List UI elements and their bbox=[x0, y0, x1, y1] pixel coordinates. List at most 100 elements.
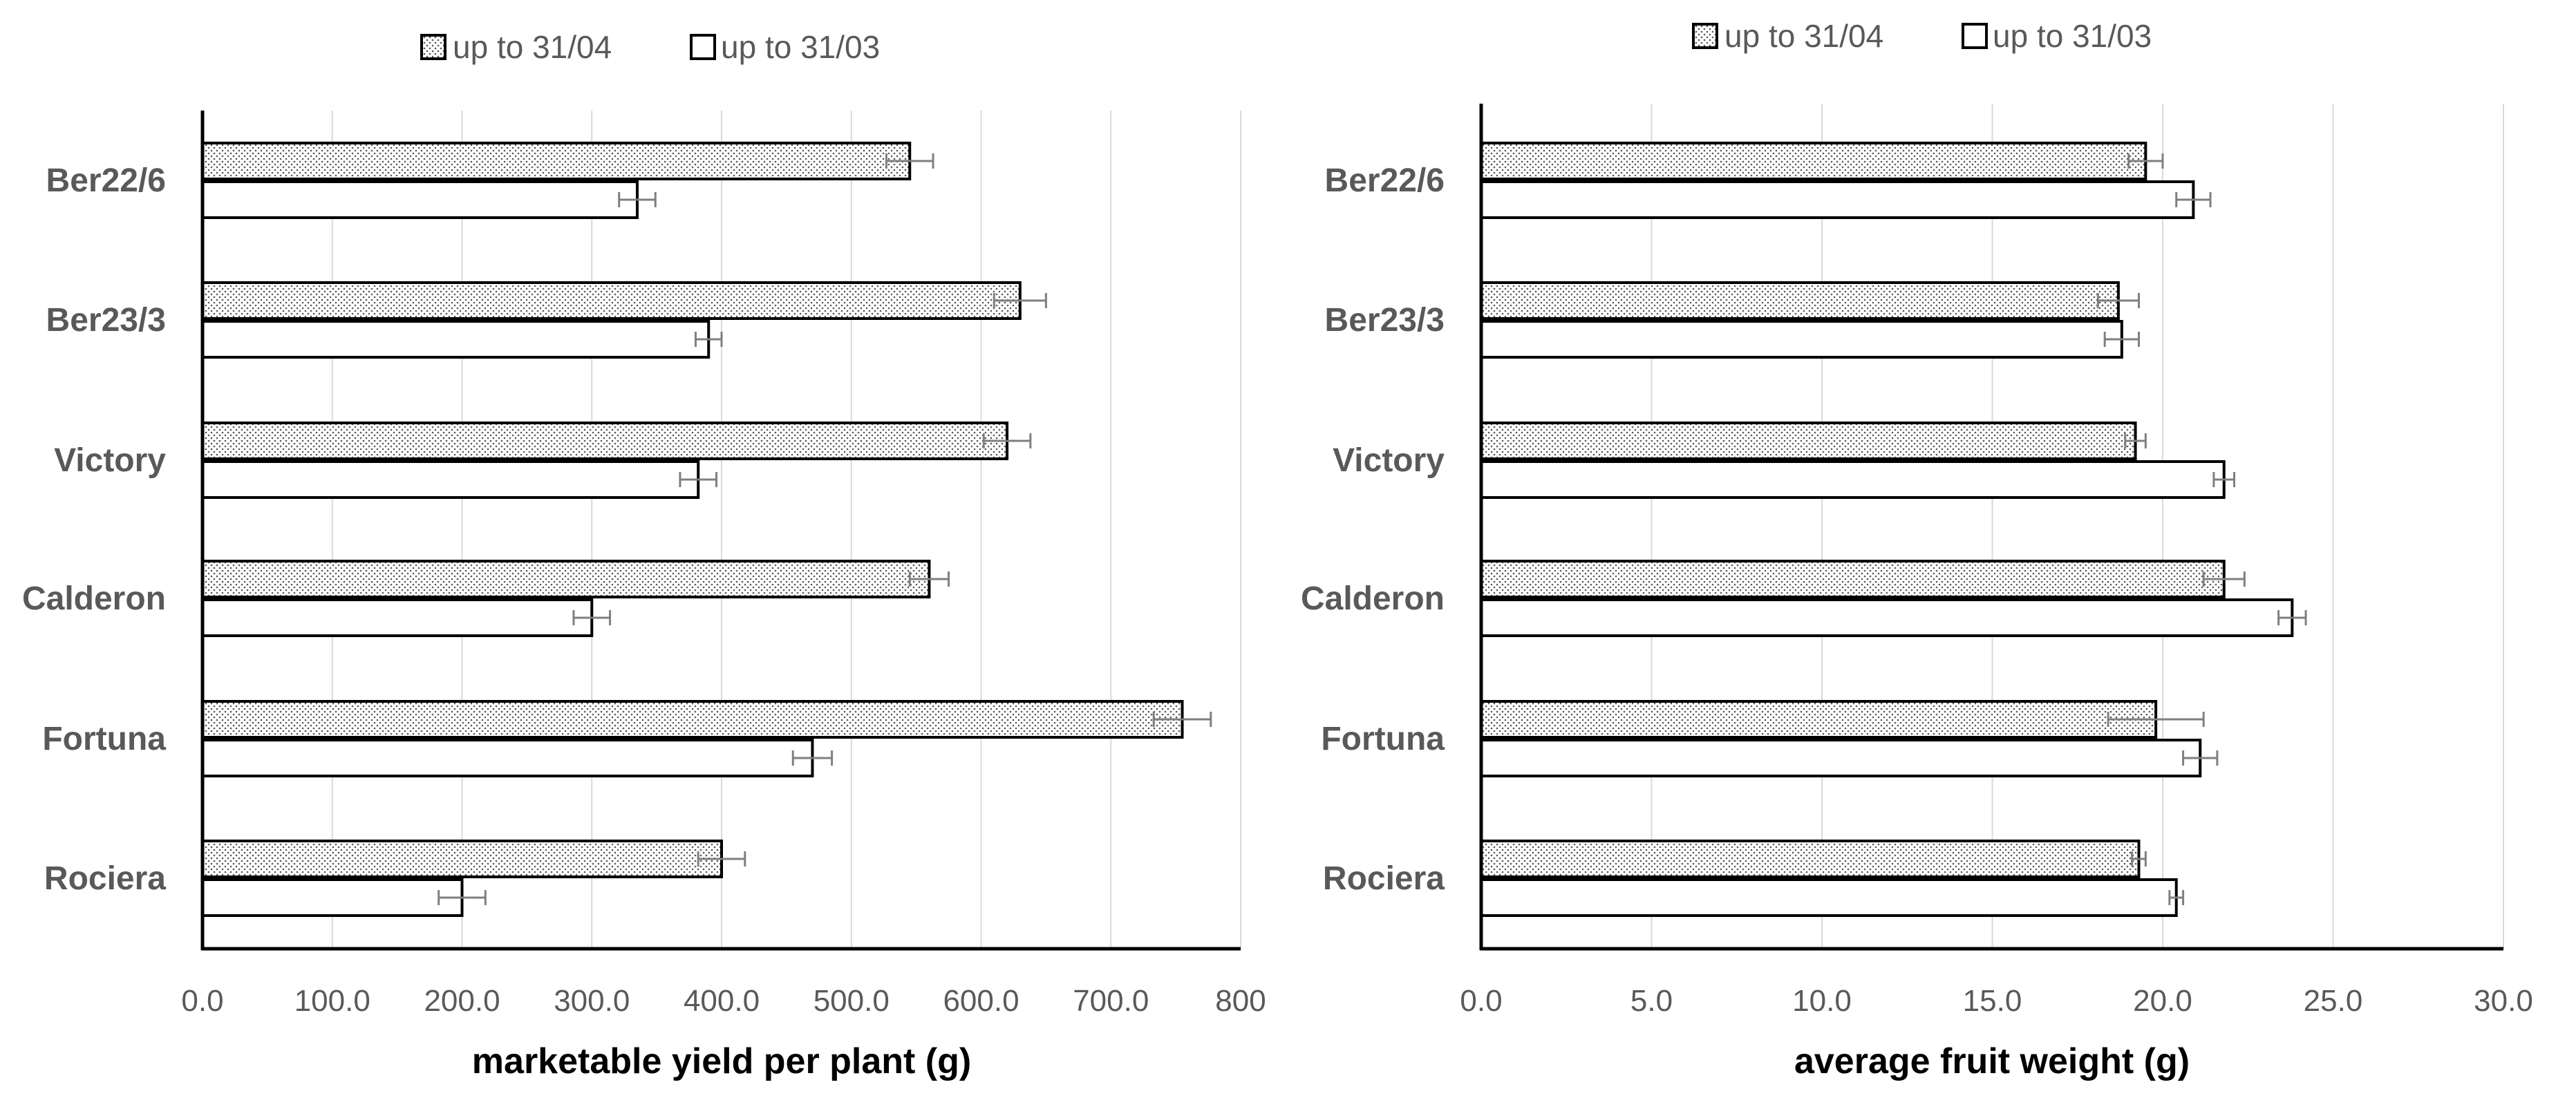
weight-bar-plain bbox=[1480, 320, 2123, 359]
weight-bar-dotted bbox=[1480, 281, 2120, 320]
yield-legend-swatch-dotted bbox=[420, 34, 446, 60]
weight-bar-plain bbox=[1480, 878, 2178, 917]
weight-error-bar bbox=[2124, 433, 2147, 448]
weight-bar-plain bbox=[1480, 460, 2226, 499]
yield-category-label: Ber23/3 bbox=[46, 302, 166, 339]
weight-tick-label: 0.0 bbox=[1460, 984, 1502, 1018]
yield-bar-plain bbox=[201, 320, 711, 359]
yield-bars bbox=[201, 142, 1184, 917]
yield-error-bars bbox=[438, 153, 1212, 905]
yield-axes bbox=[200, 111, 1241, 951]
weight-error-bar bbox=[2107, 712, 2205, 727]
weight-bar-plain bbox=[1480, 739, 2202, 777]
weight-legend: up to 31/04 up to 31/03 bbox=[1692, 18, 2152, 54]
yield-category-label: Victory bbox=[54, 442, 166, 479]
weight-category-label: Ber22/6 bbox=[1325, 162, 1445, 199]
weight-tick-label: 5.0 bbox=[1630, 984, 1673, 1018]
weight-category-label: Rociera bbox=[1323, 860, 1445, 897]
yield-error-bar bbox=[885, 153, 934, 169]
yield-bar-dotted bbox=[201, 422, 1009, 460]
weight-error-bar bbox=[2182, 750, 2219, 766]
weight-error-bars bbox=[2096, 153, 2307, 905]
yield-tick-label: 0.0 bbox=[181, 984, 223, 1018]
weight-bar-plain bbox=[1480, 180, 2195, 219]
yield-bar-dotted bbox=[201, 700, 1184, 739]
weight-tick-label: 30.0 bbox=[2474, 984, 2533, 1018]
yield-error-bar bbox=[982, 433, 1032, 448]
weight-category-labels: Ber22/6 Ber23/3 Victory Calderon Fortuna Roci… bbox=[1301, 162, 1445, 897]
weight-error-bar bbox=[2127, 153, 2164, 169]
yield-bar-dotted bbox=[201, 142, 912, 180]
weight-category-label: Ber23/3 bbox=[1325, 302, 1445, 339]
weight-bar-dotted bbox=[1480, 422, 2137, 460]
yield-gridlines bbox=[331, 111, 1241, 949]
weight-category-label: Fortuna bbox=[1321, 721, 1445, 757]
yield-category-label: Calderon bbox=[22, 580, 166, 617]
yield-tick-label: 100.0 bbox=[294, 984, 370, 1018]
yield-legend-swatch-plain bbox=[690, 34, 716, 60]
yield-error-bar bbox=[697, 851, 746, 867]
weight-tick-label: 20.0 bbox=[2133, 984, 2192, 1018]
weight-bar-dotted bbox=[1480, 142, 2147, 180]
weight-category-label: Victory bbox=[1333, 442, 1445, 479]
weight-bar-dotted bbox=[1480, 840, 2141, 878]
yield-error-bar bbox=[993, 293, 1047, 308]
yield-bar-plain bbox=[201, 598, 594, 637]
yield-bar-plain bbox=[201, 180, 639, 219]
yield-legend-label-dotted: up to 31/04 bbox=[453, 29, 612, 65]
yield-error-bar bbox=[791, 750, 834, 766]
yield-bar-plain bbox=[201, 739, 814, 777]
weight-gridlines bbox=[1651, 104, 2504, 949]
yield-legend: up to 31/04 up to 31/03 bbox=[420, 29, 880, 65]
yield-category-label: Rociera bbox=[44, 860, 166, 897]
yield-error-bar bbox=[572, 610, 612, 625]
weight-tick-labels: 0.0 5.0 10.0 15.0 20.0 25.0 30.0 bbox=[1460, 984, 2532, 1018]
yield-error-bar bbox=[679, 472, 717, 487]
weight-bar-dotted bbox=[1480, 700, 2158, 739]
yield-category-label: Fortuna bbox=[42, 721, 166, 757]
weight-axes bbox=[1479, 104, 2503, 951]
yield-error-bar bbox=[618, 192, 657, 207]
weight-bar-dotted bbox=[1480, 560, 2226, 598]
weight-error-bar bbox=[2202, 571, 2246, 587]
weight-bars bbox=[1480, 142, 2294, 917]
yield-category-labels: Ber22/6 Ber23/3 Victory Calderon Fortuna Roci… bbox=[22, 162, 166, 897]
yield-tick-label: 500.0 bbox=[814, 984, 890, 1018]
yield-bar-plain bbox=[201, 460, 700, 499]
weight-error-bar bbox=[2212, 472, 2236, 487]
weight-category-label: Calderon bbox=[1301, 580, 1445, 617]
weight-legend-label-dotted: up to 31/04 bbox=[1724, 18, 1883, 54]
yield-error-bar bbox=[908, 571, 950, 587]
yield-tick-label: 300.0 bbox=[554, 984, 630, 1018]
yield-tick-label: 600.0 bbox=[943, 984, 1019, 1018]
yield-error-bar bbox=[438, 890, 487, 905]
weight-tick-label: 25.0 bbox=[2304, 984, 2363, 1018]
weight-error-bar bbox=[2277, 610, 2307, 625]
weight-legend-label-plain: up to 31/03 bbox=[1993, 18, 2152, 54]
yield-tick-label: 400.0 bbox=[684, 984, 760, 1018]
yield-tick-label: 800 bbox=[1215, 984, 1266, 1018]
yield-axis-title: marketable yield per plant (g) bbox=[472, 1041, 971, 1081]
yield-error-bar bbox=[694, 332, 723, 347]
weight-tick-label: 10.0 bbox=[1792, 984, 1852, 1018]
yield-error-bar bbox=[1152, 712, 1212, 727]
yield-legend-label-plain: up to 31/03 bbox=[721, 29, 880, 65]
weight-error-bar bbox=[2131, 851, 2147, 867]
yield-bar-dotted bbox=[201, 560, 931, 598]
weight-error-bar bbox=[2175, 192, 2212, 207]
weight-bar-plain bbox=[1480, 598, 2294, 637]
weight-axis-title: average fruit weight (g) bbox=[1794, 1041, 2190, 1081]
weight-error-bar bbox=[2103, 332, 2140, 347]
yield-bar-dotted bbox=[201, 840, 723, 878]
yield-tick-label: 700.0 bbox=[1073, 984, 1149, 1018]
weight-error-bar bbox=[2096, 293, 2140, 308]
yield-tick-label: 200.0 bbox=[424, 984, 500, 1018]
yield-tick-labels: 0.0 100.0 200.0 300.0 400.0 500.0 600.0 700.0 80… bbox=[181, 984, 1266, 1018]
weight-legend-swatch-dotted bbox=[1692, 23, 1718, 49]
fruit-weight-chart: Ber22/6 Ber23/3 Victory Calderon Fortuna Roci… bbox=[1301, 18, 2533, 1081]
yield-bar-plain bbox=[201, 878, 464, 917]
weight-error-bar bbox=[2168, 890, 2185, 905]
weight-legend-swatch-plain bbox=[1962, 23, 1988, 49]
yield-category-label: Ber22/6 bbox=[46, 162, 166, 199]
